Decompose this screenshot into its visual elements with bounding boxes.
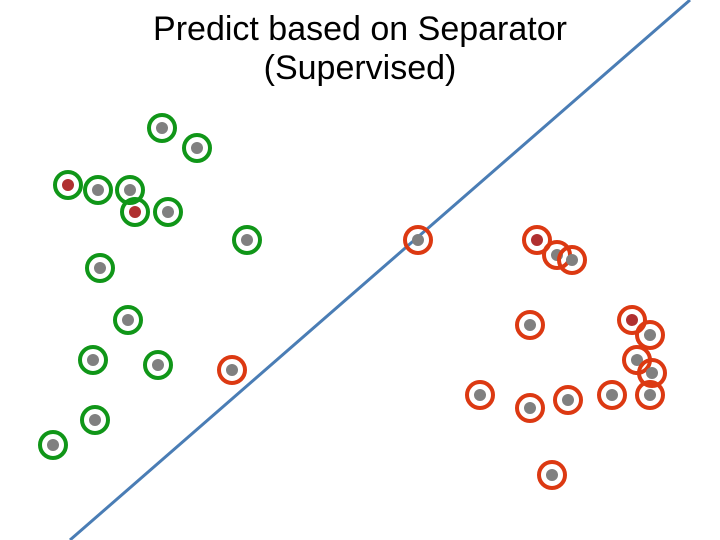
diagram-canvas: Predict based on Separator (Supervised) [0,0,720,540]
data-point-red [597,380,627,410]
diagram-title: Predict based on Separator (Supervised) [0,10,720,88]
data-point-green [80,405,110,435]
data-point-green [182,133,212,163]
data-point-green [83,175,113,205]
data-point-red [403,225,433,255]
data-point-red [557,245,587,275]
data-point-red [553,385,583,415]
data-point-green [78,345,108,375]
data-point-red [217,355,247,385]
data-point-green [38,430,68,460]
data-point-green [85,253,115,283]
data-point-red [465,380,495,410]
data-point-green [232,225,262,255]
data-point-red [537,460,567,490]
data-point-red [515,310,545,340]
data-point-red [515,393,545,423]
data-point-green [120,197,150,227]
data-point-green [153,197,183,227]
data-point-green [113,305,143,335]
data-point-green [147,113,177,143]
data-point-red [635,380,665,410]
data-point-green [53,170,83,200]
data-point-green [143,350,173,380]
